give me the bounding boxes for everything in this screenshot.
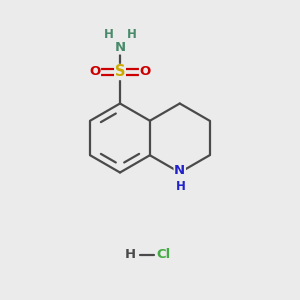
Text: H: H [104, 28, 113, 41]
Text: H: H [125, 248, 136, 262]
Text: S: S [115, 64, 125, 80]
Text: O: O [89, 65, 100, 79]
Text: N: N [114, 41, 126, 54]
Text: N: N [174, 164, 185, 178]
Text: O: O [140, 65, 151, 79]
Text: H: H [176, 179, 186, 193]
Text: Cl: Cl [156, 248, 171, 262]
Text: H: H [127, 28, 136, 41]
